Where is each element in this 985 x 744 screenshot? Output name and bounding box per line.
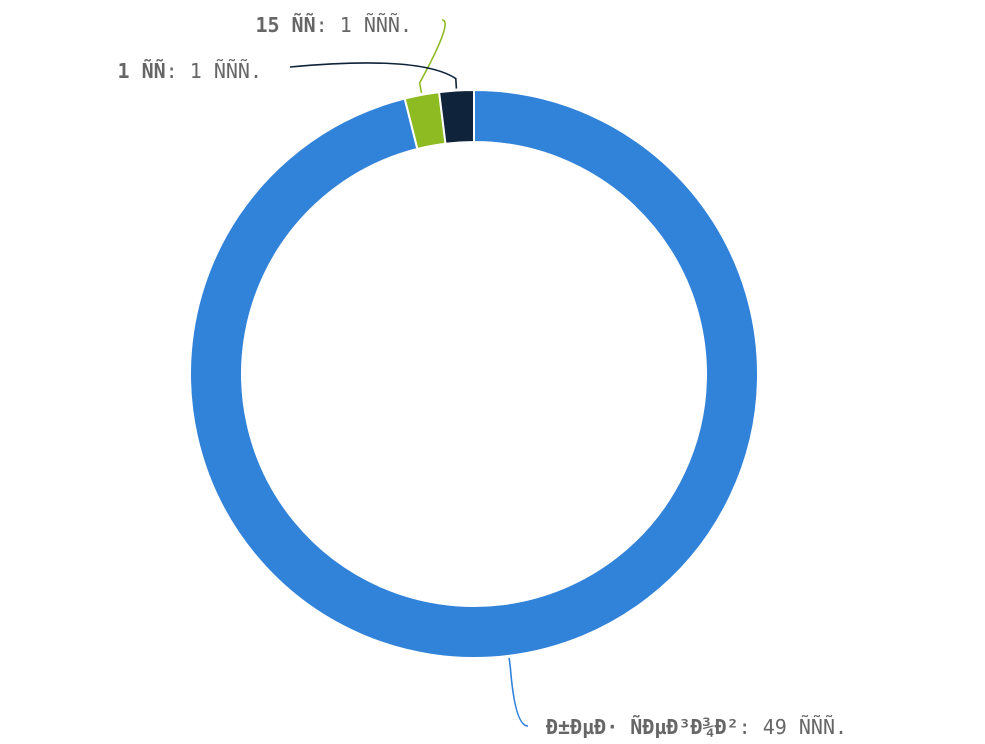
slice-label-15-value: 1 ÑÑÑ. (340, 13, 412, 37)
leader-line-0 (508, 657, 529, 727)
slice-label-bez-tegov-name: Ð±ÐµÐ· ÑÐµÐ³Ð¾Ð² (546, 715, 739, 739)
slice-label-1: 1 ÑÑ: 1 ÑÑÑ. (117, 59, 262, 83)
donut-slice-2 (437, 88, 475, 145)
slice-label-1-sep: : (166, 59, 190, 83)
slice-label-1-value: 1 ÑÑÑ. (190, 59, 262, 83)
slice-labels: Ð±ÐµÐ· ÑÐµÐ³Ð¾Ð²: 49 ÑÑÑ. 15 ÑÑ: 1 ÑÑÑ. … (117, 13, 847, 739)
slice-label-15: 15 ÑÑ: 1 ÑÑÑ. (255, 13, 412, 37)
leader-line-1 (418, 19, 446, 94)
slice-label-bez-tegov-sep: : (739, 715, 763, 739)
slice-label-15-name: 15 ÑÑ (255, 13, 315, 37)
slice-label-15-sep: : (316, 13, 340, 37)
donut-slice-0 (189, 88, 760, 659)
donut-slices (189, 88, 760, 659)
slice-label-bez-tegov: Ð±ÐµÐ· ÑÐµÐ³Ð¾Ð²: 49 ÑÑÑ. (546, 715, 847, 739)
leader-lines (289, 19, 529, 727)
slice-label-1-name: 1 ÑÑ (117, 59, 165, 83)
leader-line-2 (289, 62, 458, 89)
slice-label-bez-tegov-value: 49 ÑÑÑ. (763, 715, 847, 739)
